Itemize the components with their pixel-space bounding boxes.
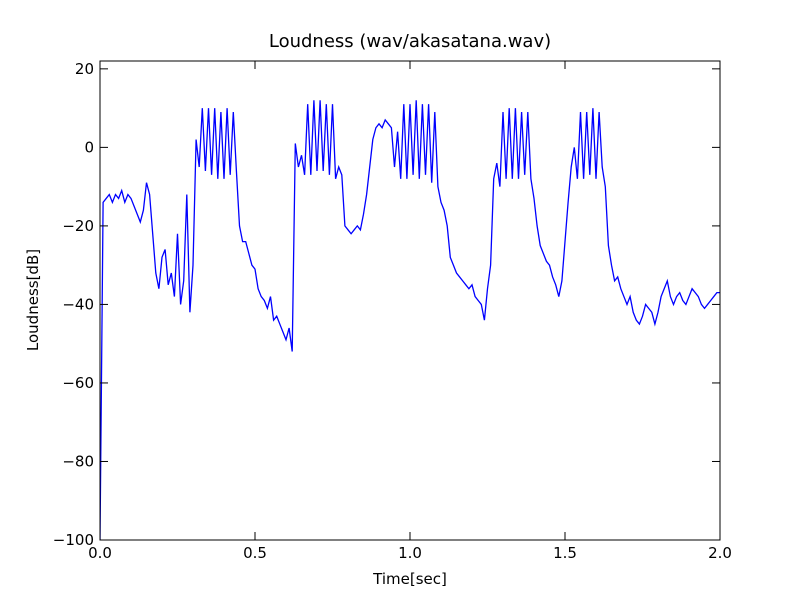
x-tick-label: 2.0 <box>708 544 732 562</box>
x-axis-label: Time[sec] <box>372 570 447 588</box>
y-tick-label: −20 <box>62 217 94 235</box>
y-tick-label: 20 <box>75 60 94 78</box>
chart-title: Loudness (wav/akasatana.wav) <box>269 31 551 52</box>
data-line <box>100 100 720 540</box>
y-axis-label: Loudness[dB] <box>24 249 42 351</box>
x-tick-label: 1.0 <box>398 544 422 562</box>
y-tick-label: 0 <box>84 138 94 156</box>
y-tick-label: −40 <box>62 295 94 313</box>
x-tick-label: 1.5 <box>553 544 577 562</box>
y-tick-label: −100 <box>53 531 94 549</box>
y-tick-label: −60 <box>62 374 94 392</box>
y-tick-label: −80 <box>62 452 94 470</box>
x-tick-label: 0.5 <box>243 544 267 562</box>
plot-frame <box>99 60 721 541</box>
x-tick-label: 0.0 <box>88 544 112 562</box>
